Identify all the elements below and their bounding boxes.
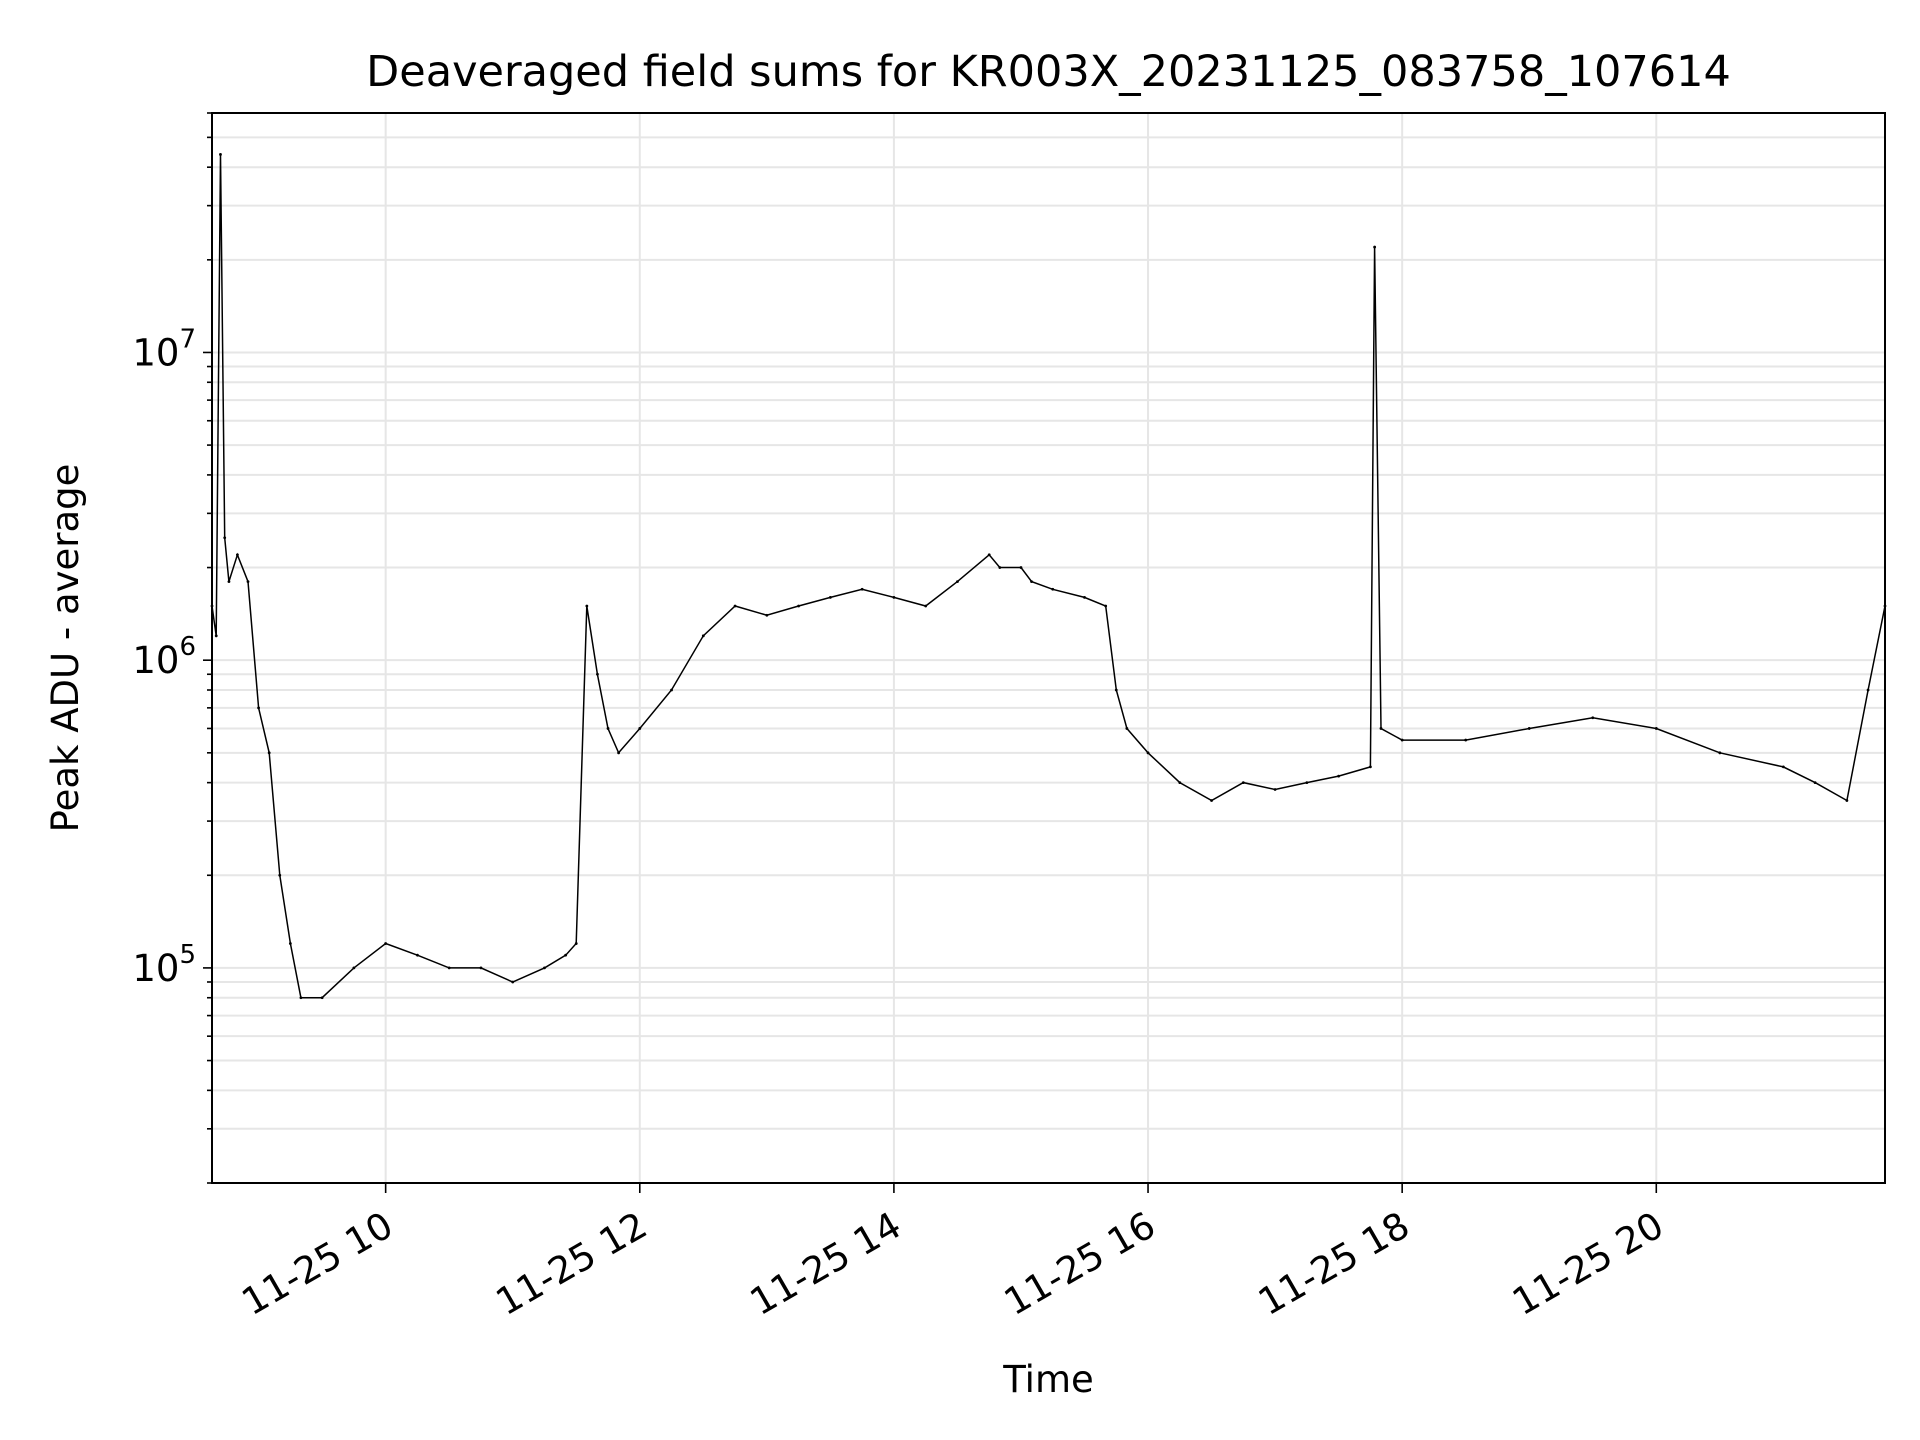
- data-point: [617, 751, 621, 755]
- grid: [212, 112, 1885, 1184]
- data-point: [828, 595, 832, 599]
- data-point: [596, 672, 599, 676]
- data-point: [1019, 566, 1023, 569]
- y-axis-label: Peak ADU - average: [44, 464, 87, 833]
- data-point: [1400, 738, 1404, 742]
- data-point: [1866, 688, 1870, 692]
- data-point: [1379, 727, 1383, 730]
- data-point: [1146, 751, 1150, 755]
- data-point: [1051, 587, 1055, 591]
- data-point: [1591, 716, 1595, 720]
- data-point: [765, 613, 769, 617]
- data-point: [1373, 245, 1377, 249]
- y-tick-label-exponent: 6: [179, 632, 196, 662]
- data-point: [299, 996, 303, 1000]
- data-point: [956, 580, 959, 584]
- data-point: [267, 751, 271, 755]
- data-point: [1125, 727, 1129, 730]
- data-point: [236, 553, 239, 557]
- x-axis-label: Time: [1002, 1358, 1094, 1401]
- data-point: [1114, 688, 1118, 692]
- data-point: [227, 580, 231, 584]
- data-point: [246, 580, 250, 584]
- y-tick-label: 107: [132, 324, 196, 374]
- data-point: [1845, 799, 1849, 802]
- data-point: [1030, 580, 1033, 584]
- data-point: [892, 595, 896, 599]
- data-point: [511, 980, 515, 984]
- data-point: [320, 996, 324, 1000]
- data-point: [384, 942, 388, 945]
- data-point: [606, 727, 610, 730]
- y-tick-label: 106: [132, 632, 196, 682]
- data-point: [733, 604, 737, 608]
- data-point: [219, 153, 222, 156]
- data-area: [210, 153, 1887, 1000]
- data-point: [797, 604, 801, 608]
- data-point: [585, 604, 589, 608]
- data-point: [1178, 781, 1182, 785]
- data-point: [479, 966, 483, 970]
- data-point: [257, 706, 260, 710]
- data-point: [1305, 781, 1309, 785]
- data-point: [1241, 781, 1245, 785]
- data-point: [924, 604, 928, 608]
- data-point: [1083, 595, 1086, 599]
- data-point: [447, 966, 451, 970]
- data-point: [1210, 799, 1213, 802]
- y-tick-label-base: 10: [132, 639, 179, 682]
- data-point: [288, 942, 292, 945]
- data-point: [564, 953, 568, 957]
- data-point: [416, 953, 419, 957]
- data-point: [223, 536, 227, 540]
- data-point: [214, 634, 218, 638]
- data-point: [638, 727, 642, 730]
- data-point: [1368, 765, 1372, 769]
- data-point: [1273, 788, 1277, 791]
- y-tick-label-base: 10: [132, 947, 179, 990]
- y-tick-label-exponent: 7: [179, 324, 196, 354]
- chart-title: Deaveraged field sums for KR003X_2023112…: [366, 47, 1731, 97]
- data-point: [987, 553, 991, 557]
- data-point: [1337, 774, 1341, 778]
- data-point: [278, 873, 282, 877]
- data-point: [543, 966, 546, 970]
- data-point: [1781, 765, 1785, 769]
- data-point: [670, 688, 673, 692]
- data-point: [1813, 781, 1817, 785]
- y-tick-label-exponent: 5: [179, 940, 196, 970]
- data-point: [1104, 604, 1108, 608]
- data-point: [352, 966, 356, 970]
- data-point: [860, 587, 864, 591]
- data-point: [701, 634, 705, 638]
- plot-frame: [211, 112, 1886, 1184]
- data-point: [1464, 738, 1468, 742]
- data-point: [998, 566, 1002, 569]
- data-point: [1654, 727, 1658, 730]
- data-point: [1718, 751, 1722, 755]
- y-tick-label-base: 10: [132, 331, 179, 374]
- y-tick-label: 105: [132, 940, 196, 990]
- data-point: [574, 942, 578, 945]
- data-point: [1527, 727, 1531, 730]
